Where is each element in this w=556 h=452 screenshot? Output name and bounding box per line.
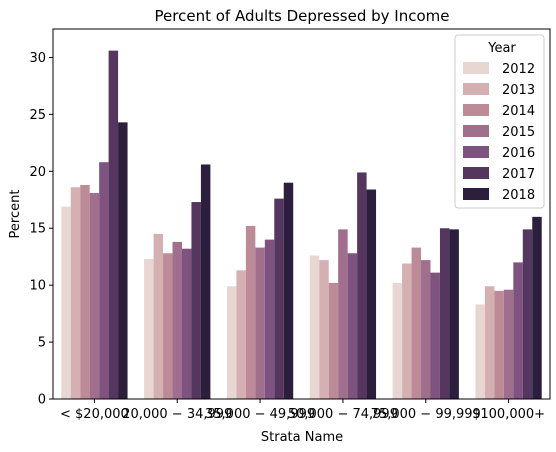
bar-2015-cat-0 <box>89 192 100 399</box>
legend-label-2014: 2014 <box>502 104 535 119</box>
x-tick-label-5: $100,000+ <box>472 407 545 422</box>
bars-group <box>61 50 542 399</box>
bar-2018-cat-1 <box>200 164 211 399</box>
bar-2015-cat-1 <box>172 241 182 399</box>
legend-swatch-2018 <box>463 188 489 200</box>
bar-2014-cat-1 <box>163 253 173 399</box>
x-axis-label: Strata Name <box>261 430 343 445</box>
bar-2016-cat-0 <box>99 162 109 399</box>
x-tick-label-0: < $20,000 <box>60 407 129 422</box>
x-tick-label-1: 20,000 − 34,999 <box>122 407 232 422</box>
plot-frame <box>52 28 551 400</box>
y-tick-label-0: 0 <box>38 393 46 408</box>
bar-2017-cat-5 <box>522 229 533 399</box>
legend-swatch-2013 <box>463 83 489 95</box>
bar-2016-cat-4 <box>430 272 440 399</box>
legend: Year 2012 2013 2014 2015 2016 2017 2018 <box>454 34 545 209</box>
bar-2012-cat-2 <box>226 286 237 399</box>
legend-swatch-2015 <box>463 125 489 137</box>
legend-label-2018: 2018 <box>502 188 535 203</box>
x-tick-label-4: 75,000 − 99,999 <box>371 407 481 422</box>
bar-2012-cat-5 <box>475 304 485 399</box>
y-tick-label-5: 5 <box>38 336 46 351</box>
legend-items: 2012 2013 2014 2015 2016 2017 2018 <box>463 62 535 203</box>
bar-2018-cat-5 <box>532 216 542 399</box>
bar-2017-cat-3 <box>357 172 367 399</box>
bar-2013-cat-0 <box>70 187 81 399</box>
bar-2016-cat-5 <box>513 262 523 399</box>
bar-2014-cat-2 <box>245 225 256 399</box>
legend-swatch-2012 <box>463 62 489 74</box>
chart-title: Percent of Adults Depressed by Income <box>155 7 450 25</box>
y-tick-label-15: 15 <box>29 222 46 237</box>
bar-2016-cat-2 <box>264 239 275 399</box>
bar-2015-cat-3 <box>338 229 348 399</box>
y-axis-label: Percent <box>8 190 23 239</box>
y-tick-label-20: 20 <box>29 165 46 180</box>
y-axis: 0 5 10 15 20 25 30 <box>29 51 53 408</box>
bar-2012-cat-0 <box>61 206 71 399</box>
bar-2014-cat-5 <box>494 290 504 399</box>
y-tick-label-25: 25 <box>29 108 46 123</box>
bar-2015-cat-4 <box>421 260 431 399</box>
legend-label-2013: 2013 <box>502 83 535 98</box>
y-tick-label-10: 10 <box>29 279 46 294</box>
x-tick-label-3: 50,000 − 74,999 <box>288 407 398 422</box>
bar-2013-cat-1 <box>153 233 164 399</box>
legend-swatch-2014 <box>463 104 489 116</box>
bar-2018-cat-3 <box>366 189 377 399</box>
bar-2012-cat-4 <box>392 282 403 399</box>
legend-title: Year <box>487 41 516 56</box>
bar-2016-cat-1 <box>181 248 192 399</box>
bar-2017-cat-1 <box>191 202 201 399</box>
bar-2017-cat-0 <box>108 50 119 399</box>
legend-swatch-2016 <box>463 146 489 158</box>
bar-2018-cat-0 <box>118 122 128 399</box>
legend-label-2012: 2012 <box>502 62 535 77</box>
bar-2017-cat-4 <box>439 228 450 399</box>
bar-2012-cat-3 <box>309 255 320 399</box>
bar-2013-cat-2 <box>236 270 246 399</box>
bar-2018-cat-2 <box>283 182 294 399</box>
bar-2013-cat-5 <box>484 286 495 399</box>
legend-label-2017: 2017 <box>502 167 535 182</box>
bar-2013-cat-3 <box>319 260 329 399</box>
bar-2014-cat-4 <box>411 247 422 399</box>
legend-label-2016: 2016 <box>502 146 535 161</box>
bar-2012-cat-1 <box>144 258 154 399</box>
legend-box <box>454 34 545 209</box>
legend-label-2015: 2015 <box>502 125 535 140</box>
bar-2016-cat-3 <box>347 253 358 399</box>
legend-swatch-2017 <box>463 167 489 179</box>
x-tick-label-2: 35,000 − 49,999 <box>205 407 315 422</box>
bar-2013-cat-4 <box>402 263 412 399</box>
y-tick-label-30: 30 <box>29 51 46 66</box>
bar-2014-cat-0 <box>80 184 90 399</box>
bar-2014-cat-3 <box>328 282 339 399</box>
bar-2015-cat-5 <box>503 289 514 399</box>
bar-2015-cat-2 <box>255 247 265 399</box>
bar-2018-cat-4 <box>449 229 459 399</box>
bar-2017-cat-2 <box>274 198 284 399</box>
